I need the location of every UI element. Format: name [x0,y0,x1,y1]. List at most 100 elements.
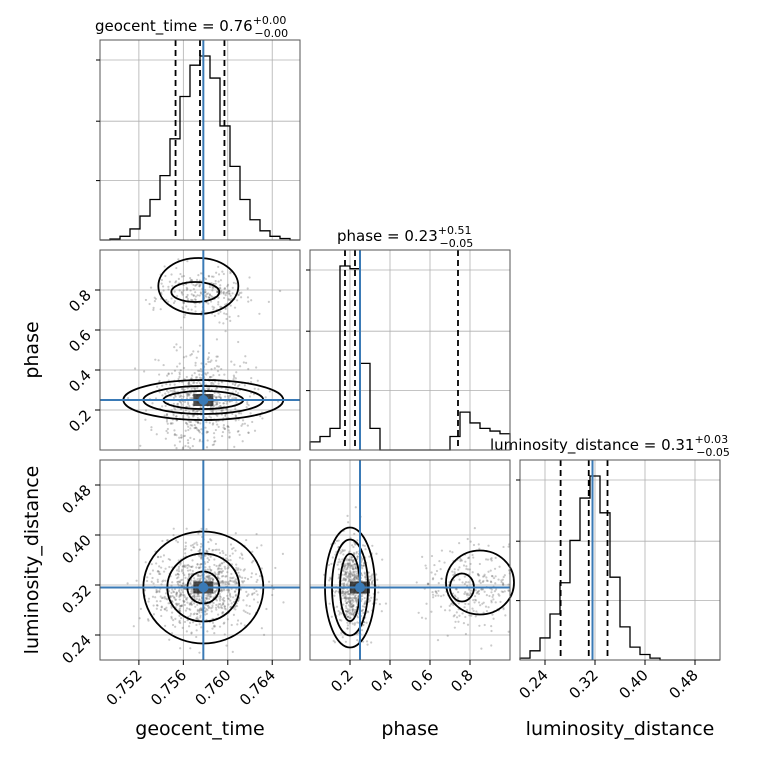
sample-point [186,394,189,397]
sample-point [164,624,167,628]
sample-point [193,427,196,430]
sample-point [222,426,225,429]
sample-point [474,589,477,592]
sample-point [331,556,334,559]
sample-point [179,400,182,404]
sample-point [212,443,216,446]
sample-point [221,598,224,601]
sample-point [224,567,227,570]
sample-point [507,583,510,586]
sample-point [452,573,455,577]
sample-point [355,576,358,580]
sample-point [350,565,353,568]
sample-point [344,592,347,595]
sample-point [347,574,350,578]
sample-point [252,598,256,601]
sample-point [211,289,214,292]
sample-point [434,573,437,576]
sample-point [342,577,345,580]
sample-point [342,569,345,572]
sample-point [209,595,212,598]
sample-point [440,577,443,580]
sample-point [241,581,244,584]
sample-point [139,607,143,610]
sample-point [200,556,203,559]
sample-point [361,605,365,608]
sample-point [242,580,246,583]
sample-point [192,391,196,395]
sample-point [168,558,172,561]
sample-point [200,362,203,365]
sample-point [234,396,238,399]
sample-point [384,602,388,605]
sample-point [225,644,228,647]
sample-point [207,606,210,610]
sample-point [190,278,194,282]
sample-point [198,611,201,614]
sample-point [173,433,176,437]
sample-point [366,610,369,613]
sample-point [490,557,493,560]
sample-point [237,412,241,415]
sample-point [360,629,364,632]
sample-point [247,593,250,596]
sample-point [173,596,176,600]
sample-point [228,582,231,586]
sample-point [368,578,371,582]
sample-point [354,597,357,600]
sample-point [361,557,364,561]
sample-point [190,602,193,605]
sample-point [453,614,456,617]
sample-point [194,364,197,367]
sample-point [495,588,498,591]
sample-point [195,635,198,639]
sample-point [187,575,191,578]
sample-point [488,594,491,598]
sample-point [458,542,461,545]
sample-point [229,270,232,273]
sample-point [351,574,355,577]
sample-point [210,607,213,610]
sample-point [219,404,222,408]
sample-point [210,595,213,598]
sample-point [457,620,460,623]
sample-point [243,422,247,425]
sample-point [199,557,203,560]
sample-point [227,559,230,562]
sample-point [176,603,179,606]
sample-point [350,572,354,576]
sample-point [349,573,352,576]
sample-point [170,422,173,425]
sample-point [349,599,352,603]
panel-frame [519,459,721,661]
sample-point [211,549,214,552]
sample-point [170,595,173,598]
sample-point [178,371,181,374]
sample-point [195,566,198,569]
sample-point [200,574,203,577]
sample-point [165,597,168,600]
sample-point [340,550,343,553]
sample-point [151,595,155,598]
sample-point [222,588,225,591]
sample-point [183,434,186,437]
sample-point [361,609,364,612]
sample-point [420,616,424,619]
sample-point [132,625,135,628]
sample-point [226,597,230,600]
sample-point [157,555,160,559]
sample-point [483,590,486,593]
sample-point [375,598,378,601]
sample-point [474,599,478,602]
sample-point [494,556,497,559]
sample-point [489,580,493,583]
sample-point [204,613,207,616]
sample-point [228,290,231,293]
sample-point [206,439,209,442]
sample-point [185,607,189,610]
sample-point [353,563,357,566]
sample-point [464,632,468,636]
sample-point [346,600,350,603]
sample-point [195,376,199,379]
sample-point [490,581,493,584]
